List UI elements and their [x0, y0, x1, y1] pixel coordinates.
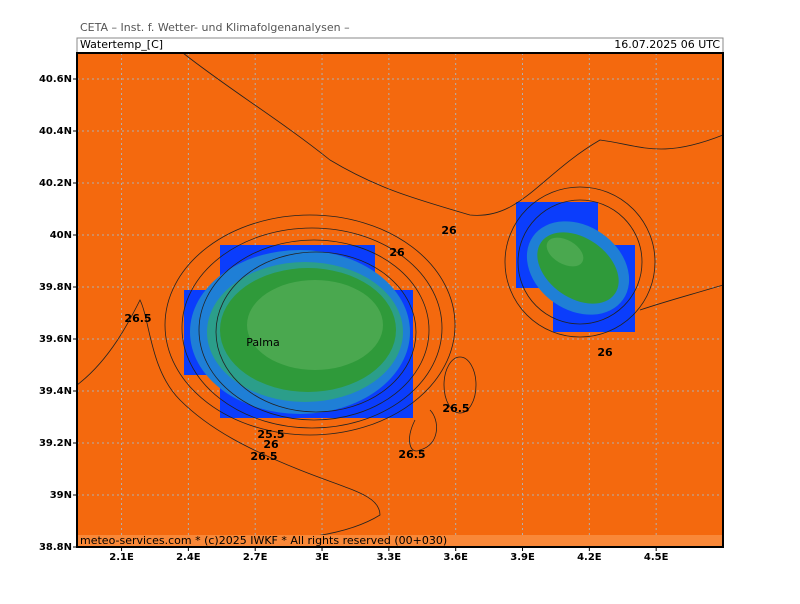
contour-label: 26 [263, 438, 279, 451]
lat-tick-label: 40.6N [39, 74, 72, 85]
mallorca-field [184, 245, 413, 418]
lat-tick-label: 38.8N [39, 542, 72, 553]
lon-tick-label: 3.9E [510, 552, 535, 563]
contour-label: 26.5 [398, 448, 425, 461]
lon-tick-label: 2.1E [109, 552, 134, 563]
contour-label: 26 [441, 224, 457, 237]
lon-tick-label: 3.3E [377, 552, 402, 563]
datetime-label: 16.07.2025 06 UTC [614, 38, 720, 51]
lon-tick-label: 2.4E [176, 552, 201, 563]
contour-label: 25.5 [257, 428, 284, 441]
variable-label: Watertemp_[C] [80, 38, 163, 51]
contour-label: 26 [389, 246, 405, 259]
lat-tick-label: 40N [50, 230, 72, 241]
lat-tick-label: 40.2N [39, 178, 72, 189]
lat-tick-label: 40.4N [39, 126, 72, 137]
lon-tick-label: 4.5E [644, 552, 669, 563]
map-frame [76, 52, 724, 548]
lon-tick-label: 3E [315, 552, 329, 563]
lon-tick-label: 2.7E [243, 552, 268, 563]
lat-tick-label: 39.6N [39, 334, 72, 345]
lat-tick-label: 39.4N [39, 386, 72, 397]
lat-tick-label: 39N [50, 490, 72, 501]
footer-credit: meteo-services.com * (c)2025 IWKF * All … [80, 534, 447, 547]
lon-tick-label: 4.2E [577, 552, 602, 563]
place-label: Palma [246, 336, 279, 349]
contour-label: 26.5 [124, 312, 151, 325]
source-title: CETA – Inst. f. Wetter- und Klimafolgena… [80, 21, 350, 34]
menorca-field [516, 202, 635, 332]
lon-tick-label: 3.6E [443, 552, 468, 563]
lat-tick-label: 39.8N [39, 282, 72, 293]
contour-label: 26 [597, 346, 613, 359]
footer-bar [77, 535, 723, 547]
contour-label: 26.5 [250, 450, 277, 463]
lat-tick-label: 39.2N [39, 438, 72, 449]
contours [76, 52, 724, 548]
contour-label: 26.5 [442, 402, 469, 415]
